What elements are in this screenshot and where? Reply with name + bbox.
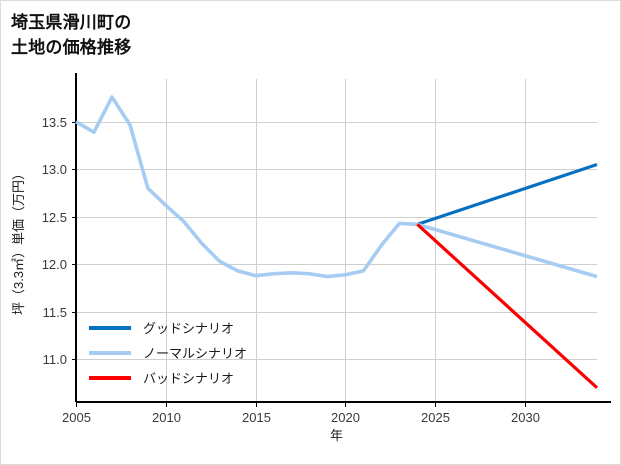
x-tick-label: 2010 — [152, 410, 181, 425]
legend-label: グッドシナリオ — [143, 321, 234, 336]
y-axis-title: 坪（3.3㎡）単価（万円） — [11, 167, 26, 315]
tick-marks-group — [72, 121, 527, 407]
series-line-バッドシナリオ — [416, 223, 599, 389]
y-tick-label: 11.0 — [43, 352, 67, 367]
y-tick-label: 13.5 — [42, 115, 67, 130]
x-tick-label: 2030 — [511, 410, 540, 425]
x-tick-label: 2005 — [62, 410, 91, 425]
x-axis-title: 年 — [330, 428, 343, 443]
legend-label: バッドシナリオ — [143, 371, 234, 386]
y-tick-labels-group: 11.0 11.5 12.0 12.5 13.0 13.5 — [42, 115, 67, 367]
page-title: 埼玉県滑川町の 土地の価格推移 — [11, 13, 132, 57]
x-tick-labels-group: 2005 2010 2015 2020 2025 2030 — [62, 410, 540, 425]
y-tick-label: 13.0 — [42, 162, 67, 177]
data-series-group — [75, 95, 599, 389]
plot-frame — [74, 73, 611, 404]
y-tick-label: 11.5 — [43, 305, 67, 320]
series-line-グッドシナリオ — [416, 162, 598, 226]
x-tick-label: 2020 — [331, 410, 360, 425]
series-line-ノーマルシナリオ — [75, 95, 598, 279]
x-tick-label: 2025 — [421, 410, 450, 425]
legend-label: ノーマルシナリオ — [143, 346, 247, 361]
y-tick-label: 12.0 — [42, 257, 67, 272]
y-tick-label: 12.5 — [42, 210, 67, 225]
x-tick-label: 2015 — [242, 410, 271, 425]
